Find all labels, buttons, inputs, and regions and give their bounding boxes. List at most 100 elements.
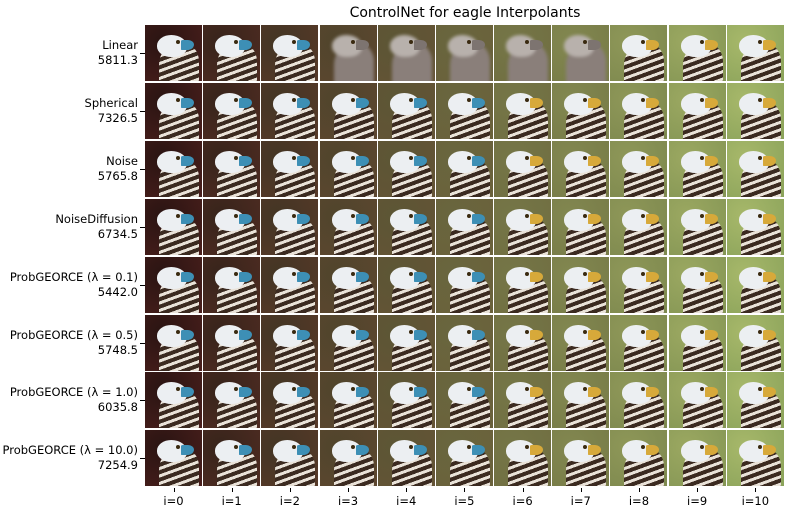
eagle-beak (297, 329, 311, 340)
column-tick (289, 488, 291, 492)
eagle-eye (292, 155, 297, 160)
eagle-beak (239, 97, 253, 108)
column-label: i=8 (628, 494, 650, 508)
interpolant-image (668, 256, 726, 313)
eagle-head (273, 208, 304, 231)
eagle-beak (239, 213, 253, 224)
interpolant-image (668, 314, 726, 371)
interpolant-image (552, 25, 610, 81)
row-tick (140, 226, 145, 228)
eagle-eye (234, 445, 239, 450)
interpolant-image (552, 256, 610, 313)
row-tick (140, 53, 145, 54)
eagle-eye (466, 445, 471, 450)
interpolant-image (319, 314, 377, 371)
eagle-eye (525, 97, 530, 102)
eagle-eye (525, 40, 530, 44)
column-tick (522, 488, 524, 492)
eagle-eye (757, 271, 762, 276)
interpolant-image (261, 372, 319, 429)
row-label: ProbGEORCE (λ = 1.0) 6035.8 (10, 385, 138, 415)
eagle-beak (471, 445, 485, 456)
interpolant-image (261, 430, 319, 487)
eagle-beak (355, 271, 369, 282)
interpolant-image (377, 372, 435, 429)
eagle-beak (588, 97, 602, 108)
row-method-name: ProbGEORCE (λ = 0.5) (9, 327, 138, 342)
interpolant-image (377, 314, 435, 371)
row-method-name: ProbGEORCE (λ = 10.0) (2, 443, 138, 458)
eagle-eye (176, 40, 180, 44)
eagle-eye (583, 329, 588, 334)
eagle-beak (471, 271, 485, 282)
eagle-beak (239, 329, 253, 340)
interpolant-image (668, 25, 726, 81)
row-method-name: Linear (102, 38, 138, 52)
eagle-head (622, 92, 653, 115)
eagle-eye (757, 445, 762, 450)
interpolant-image (494, 372, 552, 429)
eagle-head (564, 324, 595, 347)
eagle-eye (350, 40, 355, 44)
row-label: Linear 5811.3 (98, 38, 138, 68)
eagle-eye (350, 329, 355, 334)
eagle-beak (181, 40, 194, 50)
eagle-eye (408, 387, 413, 392)
row-method-name: Spherical (84, 95, 138, 110)
interpolant-image (261, 82, 319, 139)
eagle-head (273, 324, 304, 347)
eagle-eye (699, 40, 704, 44)
eagle-beak (355, 155, 369, 166)
eagle-eye (699, 445, 704, 450)
eagle-beak (704, 213, 718, 224)
eagle-eye (292, 97, 297, 102)
eagle-eye (408, 97, 413, 102)
eagle-beak (762, 40, 776, 50)
column-label: i=7 (570, 494, 591, 508)
interpolant-image (726, 25, 784, 81)
eagle-beak (239, 40, 253, 50)
eagle-beak (762, 271, 776, 282)
eagle-beak (646, 445, 660, 456)
figure-title: ControlNet for eagle Interpolants (349, 5, 581, 21)
eagle-eye (583, 97, 588, 102)
interpolant-image (494, 140, 552, 197)
eagle-beak (413, 445, 427, 456)
interpolant-image (610, 25, 668, 81)
interpolant-image (203, 314, 261, 371)
interpolant-image (261, 256, 319, 313)
eagle-beak (181, 329, 194, 340)
interpolant-image (145, 25, 202, 81)
eagle-eye (292, 40, 297, 44)
eagle-beak (413, 213, 427, 224)
row-tick (140, 168, 145, 170)
eagle-beak (530, 445, 544, 456)
eagle-eye (583, 40, 588, 44)
interpolant-image (203, 430, 261, 487)
eagle-eye (525, 271, 530, 276)
eagle-eye (757, 40, 762, 44)
interpolant-image (726, 372, 784, 429)
eagle-beak (588, 387, 602, 398)
eagle-eye (641, 97, 646, 102)
eagle-eye (466, 155, 471, 160)
interpolant-image (726, 430, 784, 487)
eagle-beak (181, 445, 194, 456)
column-tick (580, 488, 582, 492)
eagle-eye (641, 445, 646, 450)
eagle-beak (297, 445, 311, 456)
eagle-beak (239, 387, 253, 398)
interpolant-image (377, 430, 435, 487)
interpolant-image (494, 25, 552, 81)
interpolant-image (726, 198, 784, 255)
row-score: 7254.9 (97, 458, 138, 473)
interpolant-image (145, 140, 202, 197)
eagle-beak (530, 40, 544, 50)
eagle-eye (234, 97, 239, 102)
interpolant-image (145, 82, 202, 139)
interpolant-image (435, 25, 493, 81)
column-tick (697, 488, 699, 492)
row-label: Spherical 7326.5 (85, 96, 138, 126)
interpolant-image (610, 198, 668, 255)
eagle-eye (176, 97, 180, 102)
